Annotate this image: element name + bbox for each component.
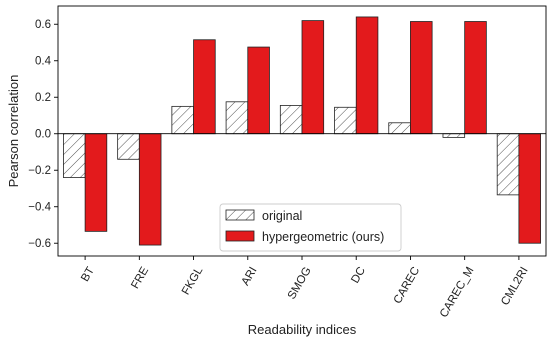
x-tick-label: FKGL — [180, 265, 206, 298]
bar-original-bt — [63, 133, 86, 178]
legend-label-hypergeometric: hypergeometric (ours) — [262, 230, 384, 244]
bar-hypergeometric-bt — [84, 133, 108, 232]
bars-group — [63, 16, 541, 246]
y-tick-label: −0.6 — [28, 238, 51, 250]
bar-hypergeometric-cml2ri — [518, 133, 541, 244]
bar-hypergeometric-smog — [301, 20, 325, 135]
bar-hypergeometric-fre — [138, 133, 162, 246]
bar-original-fkgl — [171, 105, 194, 135]
bar-original-smog — [279, 105, 303, 135]
y-tick-label: −0.2 — [28, 165, 51, 177]
y-axis-label: Pearson correlation — [6, 75, 21, 188]
legend-swatch-original — [225, 209, 255, 221]
bar-original-dc — [334, 106, 357, 135]
legend-swatch-hypergeometric — [225, 230, 255, 242]
x-tick-label: CAREC_M — [438, 265, 477, 320]
bar-original-carec — [388, 122, 411, 135]
x-tick-label: SMOG — [286, 265, 314, 301]
bar-original-cml2ri — [496, 133, 520, 196]
x-axis-label: Readability indices — [248, 322, 357, 337]
bar-hypergeometric-carec — [410, 21, 433, 135]
bar-hypergeometric-dc — [355, 16, 379, 135]
x-tick-label: ARI — [240, 265, 260, 288]
y-axis-ticks: −0.6 −0.4 −0.2 0.0 0.2 0.4 0.6 — [28, 19, 58, 250]
y-tick-label: −0.4 — [28, 202, 51, 214]
x-tick-label: FRE — [129, 265, 151, 291]
bar-original-fre — [117, 133, 140, 160]
bar-original-carec_m — [442, 133, 466, 138]
x-tick-label: DC — [349, 265, 368, 285]
bar-hypergeometric-fkgl — [193, 39, 216, 135]
bar-hypergeometric-ari — [247, 46, 270, 135]
y-tick-label: 0.2 — [35, 92, 51, 104]
bar-original-ari — [225, 101, 249, 135]
legend-label-original: original — [262, 209, 302, 223]
x-tick-label: BT — [79, 265, 97, 284]
y-tick-label: 0.0 — [35, 129, 51, 141]
legend: original hypergeometric (ours) — [219, 203, 402, 252]
x-tick-label: CML2RI — [499, 265, 530, 308]
x-axis-ticks: BT FRE FKGL ARI SMOG DC CAREC CAREC_M CML2RI — [79, 256, 531, 320]
legend-box — [219, 203, 402, 252]
bar-hypergeometric-carec_m — [464, 21, 487, 135]
y-tick-label: 0.4 — [35, 56, 52, 68]
x-tick-label: CAREC — [392, 265, 423, 306]
y-tick-label: 0.6 — [35, 19, 51, 31]
